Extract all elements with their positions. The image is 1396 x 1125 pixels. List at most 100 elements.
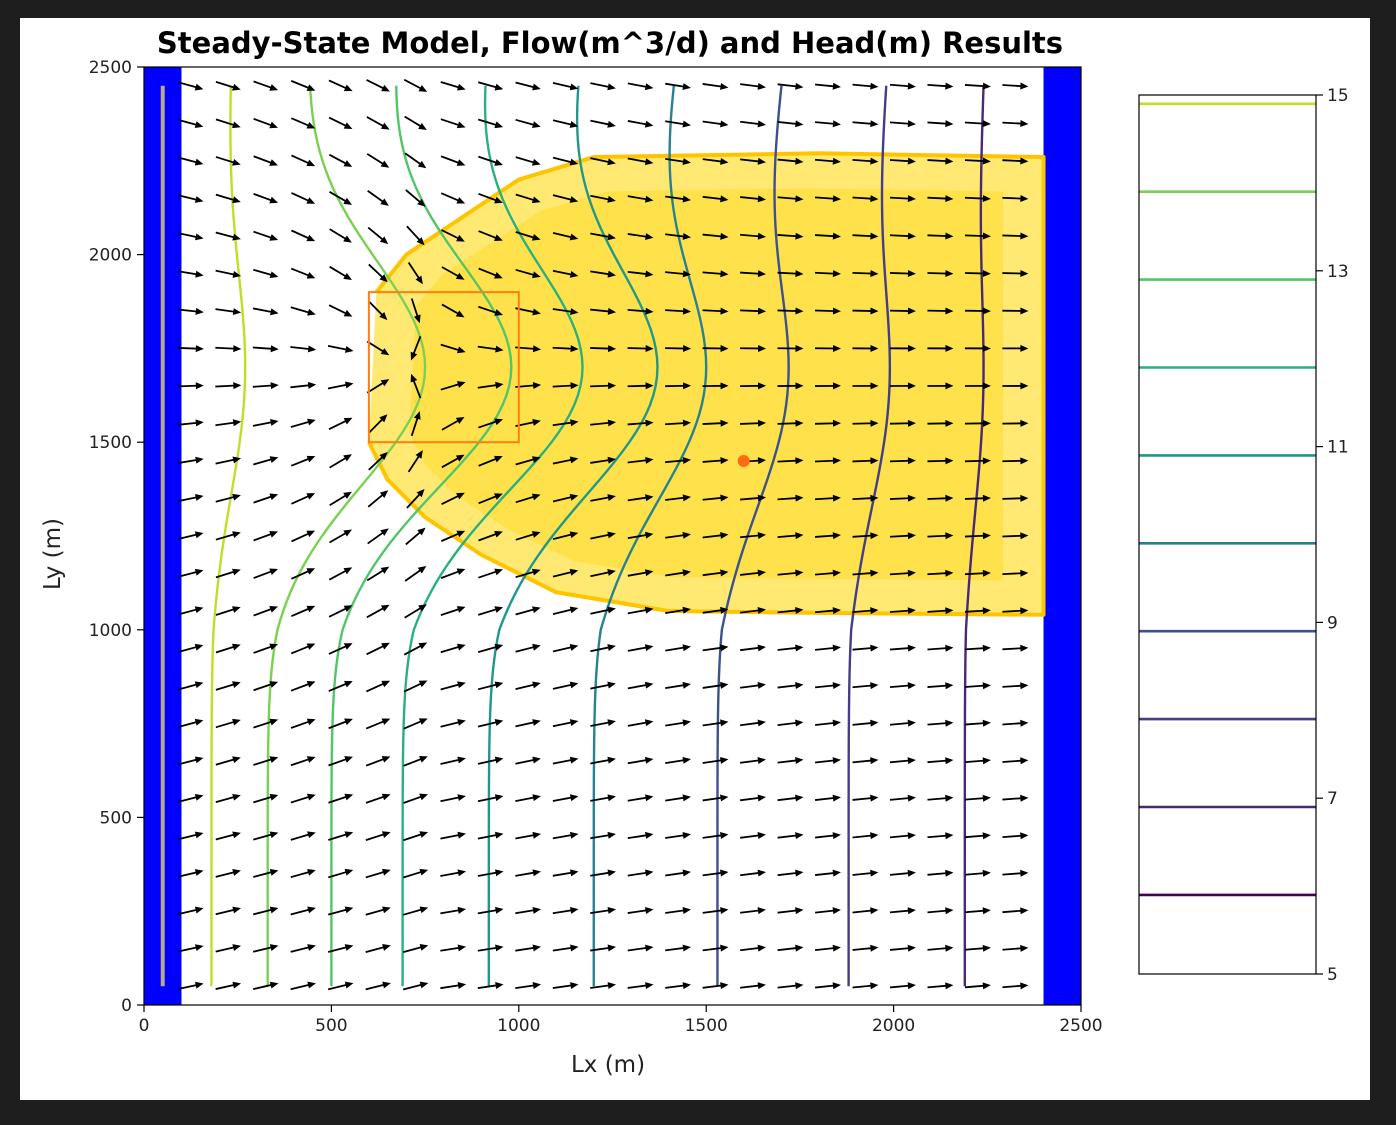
x-tick-label: 2000 [872,1016,915,1036]
flow-arrow [515,268,541,279]
flow-arrow [665,719,691,727]
flow-arrow [552,831,579,840]
flow-arrow [814,907,841,915]
plot-content [144,67,1081,1005]
colorbar-tick-label: 15 [1327,86,1349,106]
flow-arrow [328,304,353,317]
flow-arrow [215,906,241,916]
flow-arrow [365,718,391,730]
flow-arrow [552,606,579,615]
flow-arrow [253,756,279,766]
flow-arrow [627,195,654,203]
flow-arrow [814,607,841,615]
flow-arrow [665,982,691,990]
flow-arrow [665,606,691,614]
chart-title: Steady-State Model, Flow(m^3/d) and Head… [157,26,1063,60]
flow-arrow [215,193,241,204]
flow-arrow [215,681,241,691]
flow-arrow [964,269,991,277]
flow-arrow [515,156,541,166]
flow-arrow [627,419,654,427]
flow-arrow [515,568,541,579]
colorbar-tick-label: 13 [1327,262,1349,282]
flow-arrow [740,982,766,990]
flow-arrow [1002,457,1029,465]
flow-arrow [814,682,841,690]
flow-arrow [740,644,766,652]
flow-arrow [964,120,991,128]
flow-arrow [702,644,729,652]
flow-arrow [702,944,729,952]
flow-arrow [252,419,279,427]
flow-arrow [852,982,879,990]
flow-arrow [366,604,390,619]
well-marker [737,454,750,467]
flow-arrow [627,494,654,502]
flow-arrow [478,455,503,467]
flow-arrow [740,569,766,577]
flow-arrow [552,382,579,390]
flow-arrow [590,82,616,91]
flow-arrow [327,344,354,353]
flow-arrow [253,718,279,729]
flow-arrow [964,344,991,352]
flow-arrow [590,944,616,952]
flow-arrow [740,82,766,90]
flow-arrow [814,644,841,652]
flow-arrow [410,335,422,361]
flow-arrow [215,944,241,953]
flow-arrow [964,794,991,802]
flow-arrow [365,868,391,879]
flow-arrow [178,794,204,803]
flow-arrow [814,195,841,203]
flow-arrow [665,869,691,877]
flow-arrow [702,606,729,614]
flow-arrow [365,756,391,767]
colorbar-tick-label: 11 [1327,438,1349,458]
flow-arrow [889,982,916,990]
flow-arrow [777,494,804,502]
flow-arrow [253,681,279,692]
flow-arrow [777,307,804,315]
flow-arrow [515,944,542,952]
flow-arrow [964,157,991,165]
flow-arrow [590,569,616,578]
flow-arrow [215,531,241,541]
flow-arrow [889,644,916,652]
flow-arrow [740,307,767,315]
flow-arrow [590,119,616,128]
flow-arrow [329,191,353,205]
flow-arrow [665,345,692,353]
flow-arrow [291,154,316,167]
flow-arrow [440,944,467,952]
flow-arrow [814,832,841,840]
flow-arrow [852,794,879,802]
flow-arrow [740,532,766,539]
flow-arrow [927,457,954,465]
flow-arrow [477,381,504,389]
flow-arrow [1002,794,1029,802]
flow-arrow [740,419,767,427]
figure-frame: Steady-State Model, Flow(m^3/d) and Head… [20,18,1370,1100]
flow-arrow [740,832,766,840]
flow-arrow [852,344,879,352]
flow-arrow [440,643,466,654]
flow-arrow [328,79,353,92]
flow-arrow [702,307,729,315]
flow-arrow [178,119,204,128]
flow-arrow [177,981,204,990]
flow-arrow [852,457,879,465]
flow-arrow [627,869,654,877]
flow-arrow [291,192,316,204]
flow-arrow [702,494,729,502]
colorbar: 5 7 9 11 13 15 [1138,86,1349,985]
flow-arrow [440,530,466,542]
flow-arrow [552,531,579,541]
flow-arrow [814,82,841,90]
flow-arrow [440,343,466,354]
flow-arrow [477,345,504,353]
flow-arrow [740,344,767,352]
flow-arrow [852,719,879,727]
flow-arrow [927,532,954,540]
flow-arrow [665,756,691,765]
